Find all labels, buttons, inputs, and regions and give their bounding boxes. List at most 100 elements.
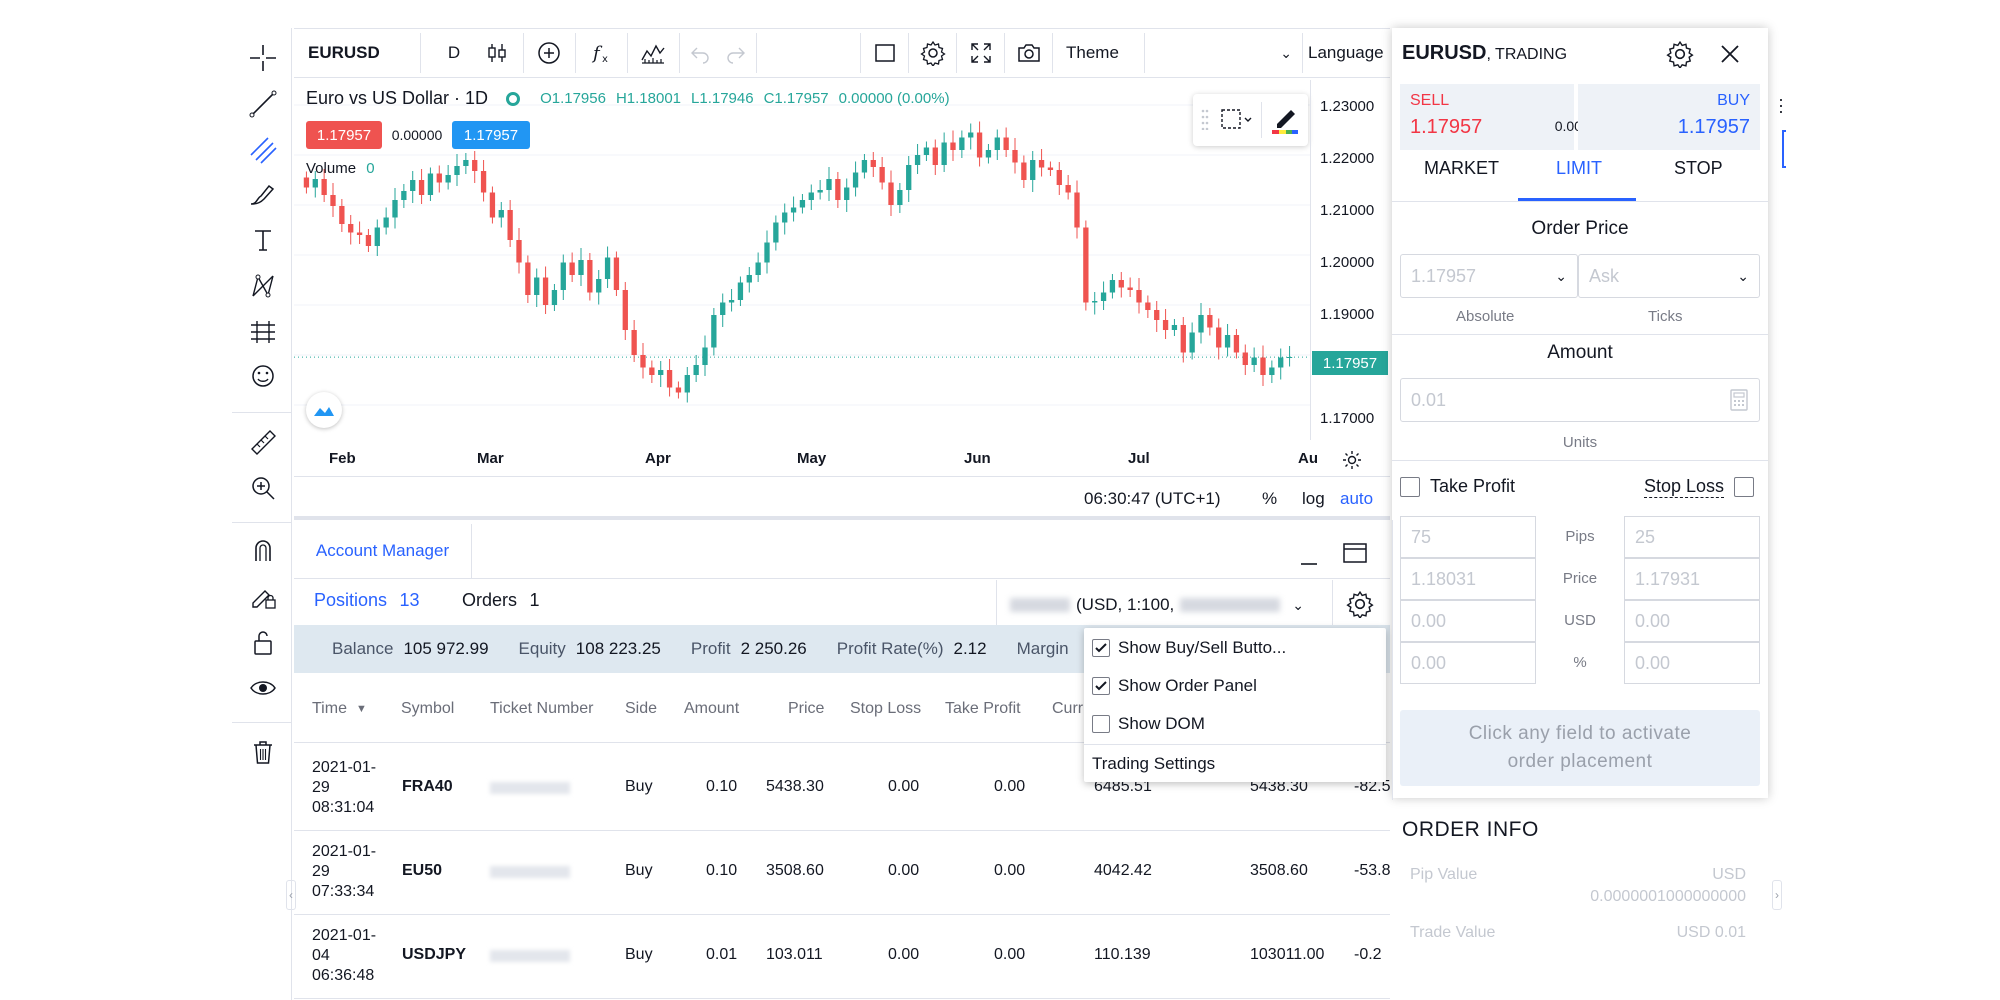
trend-line-icon[interactable]	[247, 88, 279, 120]
lock-drawing-icon[interactable]	[247, 580, 279, 612]
text-tool-icon[interactable]	[247, 224, 279, 256]
axis-settings-icon[interactable]	[1340, 448, 1364, 472]
settings-gear-icon[interactable]	[911, 29, 955, 77]
fullscreen-layout-icon[interactable]	[863, 29, 907, 77]
templates-icon[interactable]	[630, 29, 676, 77]
order-settings-gear-icon[interactable]	[1666, 40, 1694, 68]
price-cell: 5438.30	[766, 778, 824, 795]
drag-handle-icon[interactable]	[1201, 108, 1209, 130]
stop-loss-input[interactable]: 1.17931	[1624, 558, 1760, 600]
col-ticket-number[interactable]: Ticket Number	[490, 700, 594, 717]
take-profit-input[interactable]: 1.18031	[1400, 558, 1536, 600]
stop-loss-input[interactable]: 0.00	[1624, 642, 1760, 684]
order-price-input[interactable]: 1.17957 ⌄	[1400, 254, 1578, 298]
orders-label: Orders	[462, 590, 518, 610]
auto-scale-toggle[interactable]: auto	[1340, 489, 1374, 508]
redo-icon[interactable]	[718, 29, 754, 77]
tab-limit[interactable]: LIMIT	[1556, 158, 1603, 178]
buy-button[interactable]: BUY 1.17957	[1578, 84, 1760, 150]
account-description: (USD, 1:100,	[1076, 595, 1175, 614]
log-scale-toggle[interactable]: log	[1302, 489, 1325, 508]
pattern-tool-icon[interactable]	[247, 270, 279, 302]
candlestick-chart[interactable]	[294, 80, 1310, 440]
take-profit-input[interactable]: 75	[1400, 516, 1536, 558]
legend-low: L1.17946	[691, 90, 754, 107]
take-profit-toggle[interactable]: Take Profit	[1400, 476, 1515, 497]
time-cell: 2021-01-	[312, 759, 377, 776]
stop-loss-input[interactable]: 25	[1624, 516, 1760, 558]
clock-time[interactable]: 06:30:47 (UTC+1)	[1084, 489, 1221, 508]
tab-stop[interactable]: STOP	[1674, 158, 1723, 178]
language-button[interactable]: Language	[1308, 43, 1384, 62]
more-options-icon[interactable]: · · ·	[1778, 89, 1784, 121]
tab-orders[interactable]: Orders 1	[462, 590, 539, 628]
candle-body	[1118, 280, 1124, 288]
col-current[interactable]: Curr	[1052, 700, 1084, 717]
time-cell: 07:33:34	[312, 883, 375, 900]
col-side[interactable]: Side	[625, 700, 658, 717]
minimize-icon[interactable]	[1298, 552, 1320, 566]
fullscreen-icon[interactable]	[959, 29, 1003, 77]
select-area-icon[interactable]	[1219, 106, 1253, 134]
menu-show-order-panel[interactable]: Show Order Panel	[1092, 668, 1257, 704]
tab-account-manager[interactable]: Account Manager	[294, 524, 472, 578]
trading-settings-gear-icon[interactable]	[1346, 590, 1374, 618]
col-take-profit[interactable]: Take Profit	[945, 700, 1021, 717]
stop-loss-input[interactable]: 0.00	[1624, 600, 1760, 642]
collapse-left-handle[interactable]: ‹	[286, 880, 296, 910]
account-select[interactable]: ⌄	[1150, 29, 1300, 77]
calculator-icon[interactable]	[1729, 389, 1749, 411]
col-amount[interactable]: Amount	[684, 700, 740, 717]
candle-body	[613, 257, 620, 290]
magnet-icon[interactable]	[247, 534, 279, 566]
col-time[interactable]: Time	[312, 700, 347, 717]
unlock-icon[interactable]	[247, 626, 279, 658]
menu-show-dom[interactable]: Show DOM	[1092, 706, 1205, 742]
menu-show-buy-sell-buttons[interactable]: Show Buy/Sell Butto...	[1092, 630, 1286, 666]
tab-positions[interactable]: Positions 13	[314, 590, 424, 628]
take-profit-input[interactable]: 0.00	[1400, 600, 1536, 642]
undo-icon[interactable]	[682, 29, 718, 77]
stop-loss-toggle[interactable]: Stop Loss	[1644, 476, 1755, 498]
zoom-in-icon[interactable]	[247, 472, 279, 504]
volume-value: 0	[366, 160, 375, 177]
emoji-icon[interactable]	[247, 360, 279, 392]
col-symbol[interactable]: Symbol	[401, 700, 455, 717]
activate-order-button[interactable]: Click any field to activate order placem…	[1400, 710, 1760, 786]
eye-icon[interactable]	[247, 672, 279, 704]
buy-price-button[interactable]: 1.17957	[452, 121, 530, 149]
take-profit-input[interactable]: 0.00	[1400, 642, 1536, 684]
crosshair-icon[interactable]	[247, 42, 279, 74]
fib-tool-icon[interactable]	[247, 134, 279, 166]
camera-icon[interactable]	[1007, 29, 1051, 77]
sell-button[interactable]: SELL 1.17957	[1400, 84, 1574, 150]
tab-market[interactable]: MARKET	[1424, 158, 1500, 178]
spread-value: 0.00000	[391, 127, 443, 143]
compare-add-icon[interactable]	[526, 29, 572, 77]
tradingview-logo-icon[interactable]	[306, 392, 342, 428]
price-chart[interactable]	[294, 80, 1390, 520]
trash-icon[interactable]	[247, 736, 279, 768]
interval-button[interactable]: D	[447, 43, 461, 62]
sell-price-button[interactable]: 1.17957	[306, 121, 382, 149]
maximize-panel-icon[interactable]	[1342, 542, 1368, 564]
col-price[interactable]: Price	[788, 700, 825, 717]
brush-icon[interactable]	[247, 178, 279, 210]
collapse-right-handle[interactable]: ›	[1772, 880, 1782, 910]
col-stop-loss[interactable]: Stop Loss	[850, 700, 922, 717]
symbol-search[interactable]: EURUSD	[308, 43, 380, 62]
candle-body	[356, 232, 363, 235]
menu-trading-settings[interactable]: Trading Settings	[1092, 746, 1215, 782]
price-axis[interactable]	[1310, 80, 1390, 440]
amount-input[interactable]: 0.01	[1400, 378, 1760, 422]
price-type-select[interactable]: Ask ⌄	[1578, 254, 1760, 298]
close-icon[interactable]	[1718, 42, 1742, 66]
account-selector[interactable]: (USD, 1:100, ⌄	[1010, 590, 1304, 620]
percent-scale-toggle[interactable]: %	[1262, 489, 1278, 508]
theme-button[interactable]: Theme	[1066, 43, 1119, 62]
candles-type-icon[interactable]	[478, 29, 518, 77]
prediction-tool-icon[interactable]	[247, 316, 279, 348]
ruler-icon[interactable]	[247, 426, 279, 458]
pencil-color-icon[interactable]	[1269, 104, 1301, 136]
